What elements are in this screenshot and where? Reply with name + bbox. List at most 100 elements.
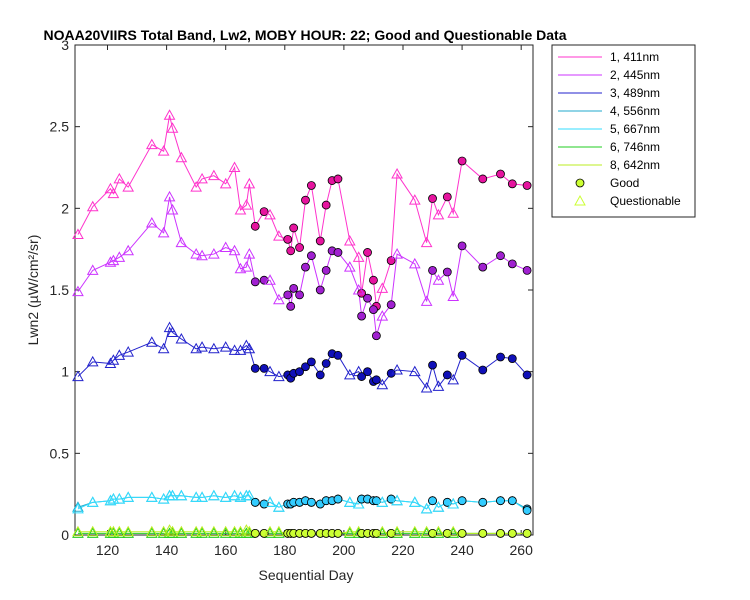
questionable-point <box>376 310 389 321</box>
questionable-point <box>432 501 445 512</box>
good-point <box>321 265 331 275</box>
questionable-point <box>264 274 276 285</box>
questionable-point <box>376 525 389 537</box>
good-point <box>289 223 299 233</box>
good-point <box>259 363 269 373</box>
questionable-point <box>157 226 170 238</box>
questionable-point <box>107 254 120 266</box>
questionable-point <box>343 261 356 272</box>
questionable-point <box>190 525 202 537</box>
good-point <box>315 285 325 295</box>
questionable-point <box>447 497 460 509</box>
questionable-point <box>104 494 117 506</box>
questionable-point <box>208 489 220 501</box>
questionable-point <box>420 236 433 248</box>
y-tick-label: 2 <box>61 200 69 216</box>
questionable-point <box>447 525 460 537</box>
questionable-point <box>352 497 365 509</box>
questionable-point <box>175 236 188 248</box>
good-point <box>457 496 467 506</box>
questionable-point <box>196 491 208 502</box>
questionable-point <box>157 342 170 354</box>
x-tick-label: 240 <box>450 542 474 558</box>
legend-label: 1, 411nm <box>610 50 659 64</box>
x-tick-label: 180 <box>273 542 297 558</box>
good-point <box>428 265 437 275</box>
questionable-point <box>228 244 241 256</box>
good-point <box>457 528 467 538</box>
questionable-point <box>420 295 433 306</box>
good-point <box>250 221 260 231</box>
questionable-point <box>145 336 158 347</box>
questionable-point <box>107 525 120 537</box>
questionable-point <box>86 264 99 275</box>
questionable-point <box>157 145 170 156</box>
questionable-point <box>72 285 84 297</box>
questionable-point <box>208 169 220 181</box>
good-point <box>507 179 517 189</box>
questionable-point <box>175 525 188 537</box>
questionable-point <box>163 524 176 535</box>
questionable-point <box>376 496 389 507</box>
x-tick-label: 260 <box>510 542 534 558</box>
x-tick-label: 140 <box>155 542 179 558</box>
questionable-point <box>104 256 117 267</box>
y-tick-label: 2.5 <box>50 119 70 135</box>
good-point <box>283 290 293 300</box>
legend-questionable-marker <box>574 194 586 206</box>
questionable-point <box>264 208 276 220</box>
questionable-point <box>145 138 158 150</box>
good-point <box>369 305 378 315</box>
y-tick-label: 0.5 <box>50 445 70 461</box>
good-point <box>507 528 517 538</box>
good-point <box>442 370 452 380</box>
good-point <box>295 290 304 300</box>
questionable-point <box>273 370 285 382</box>
good-point <box>496 528 505 538</box>
good-point <box>457 350 467 360</box>
questionable-point <box>432 380 445 391</box>
questionable-point <box>408 194 421 205</box>
good-point <box>369 275 378 285</box>
questionable-point <box>391 525 403 537</box>
good-point <box>250 528 260 538</box>
questionable-point <box>228 489 241 501</box>
questionable-point <box>352 251 365 262</box>
legend-label: 5, 667nm <box>610 122 660 136</box>
legend-label: 3, 489nm <box>610 86 660 100</box>
questionable-point <box>264 365 276 377</box>
good-point <box>306 528 316 538</box>
y-tick-label: 3 <box>61 37 69 53</box>
questionable-point <box>190 491 202 502</box>
questionable-point <box>240 261 253 272</box>
questionable-point <box>163 109 176 120</box>
legend: 1, 411nm 2, 445nm 3, 489nm 4, 556nm 5, 667nm… <box>551 44 696 218</box>
good-point <box>522 506 532 515</box>
good-point <box>522 370 532 380</box>
questionable-point <box>420 502 433 514</box>
questionable-point <box>273 501 285 512</box>
good-point <box>496 496 505 506</box>
good-point <box>478 174 488 184</box>
questionable-point <box>447 373 460 385</box>
questionable-point <box>113 525 126 537</box>
good-point <box>507 496 517 506</box>
questionable-point <box>343 234 356 246</box>
questionable-point <box>343 525 356 537</box>
y-tick-label: 0 <box>61 527 69 543</box>
questionable-point <box>243 177 256 189</box>
questionable-point <box>219 241 232 253</box>
good-point <box>442 267 452 277</box>
good-point <box>478 365 488 375</box>
axes-box <box>74 44 534 536</box>
questionable-point <box>240 524 253 535</box>
questionable-point <box>391 168 403 179</box>
questionable-point <box>273 527 285 538</box>
questionable-point <box>243 489 256 501</box>
questionable-point <box>219 341 232 352</box>
questionable-point <box>273 525 285 537</box>
questionable-point <box>408 527 421 538</box>
questionable-point <box>86 355 99 367</box>
questionable-point <box>113 172 126 184</box>
